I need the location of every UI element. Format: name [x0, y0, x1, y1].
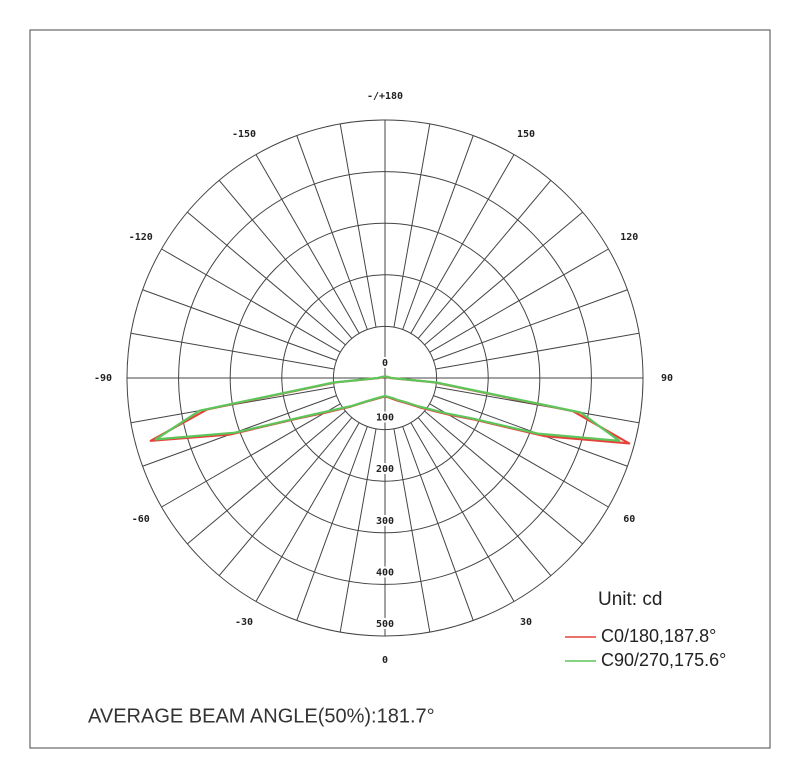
footnote: AVERAGE BEAM ANGLE(50%):181.7°	[88, 705, 435, 727]
spoke	[218, 180, 353, 339]
spoke	[433, 289, 628, 361]
angle-label: -60	[132, 514, 150, 525]
grid-spoke	[255, 154, 360, 334]
legend-label: C90/270,175.6°	[601, 650, 726, 670]
polar-grid	[126, 119, 644, 637]
r-tick-label: 200	[376, 464, 394, 475]
spoke	[393, 428, 431, 633]
spoke	[424, 211, 583, 346]
labels: 0 30 60 90 120 150 -/+180 -150 -120 -90 -60 -30 0 100…	[94, 91, 673, 666]
angle-label: -30	[235, 617, 253, 628]
angle-label: 0	[382, 655, 388, 666]
angle-label: 30	[520, 617, 532, 628]
angle-label: -/+180	[367, 91, 403, 102]
grid-spoke	[161, 248, 341, 353]
angle-label: -120	[129, 232, 153, 243]
spoke	[435, 332, 640, 370]
spoke	[296, 135, 368, 330]
angle-label: -90	[94, 373, 112, 384]
spoke	[187, 211, 346, 346]
spoke	[339, 123, 377, 328]
series-curve	[154, 375, 621, 442]
grid-spoke	[429, 248, 609, 353]
r-tick-label: 300	[376, 516, 394, 527]
angle-label: 120	[620, 232, 638, 243]
spoke	[187, 410, 346, 545]
angle-label: 90	[661, 373, 673, 384]
angle-label: -150	[232, 129, 256, 140]
r-tick-label: 400	[376, 567, 394, 578]
spoke	[424, 410, 583, 545]
grid-spoke	[410, 154, 515, 334]
r-tick-label: 500	[376, 619, 394, 630]
spoke	[417, 180, 552, 339]
frame	[29, 29, 771, 749]
curves	[149, 375, 631, 445]
spoke	[130, 332, 335, 370]
spoke	[402, 135, 474, 330]
spoke	[393, 123, 431, 328]
r-tick-label: 0	[382, 358, 388, 369]
grid-spoke	[255, 422, 360, 602]
spoke	[339, 428, 377, 633]
grid-spoke	[161, 403, 341, 508]
spoke	[142, 289, 337, 361]
angle-label: 60	[623, 514, 635, 525]
unit-label: Unit: cd	[598, 589, 662, 610]
spoke	[218, 417, 353, 576]
grid-spoke	[429, 403, 609, 508]
legend-label: C0/180,187.8°	[601, 626, 716, 646]
grid-spoke	[410, 422, 515, 602]
spoke	[402, 426, 474, 621]
spoke	[296, 426, 368, 621]
spoke	[417, 417, 552, 576]
angle-label: 150	[517, 129, 535, 140]
r-tick-label: 100	[376, 413, 394, 424]
